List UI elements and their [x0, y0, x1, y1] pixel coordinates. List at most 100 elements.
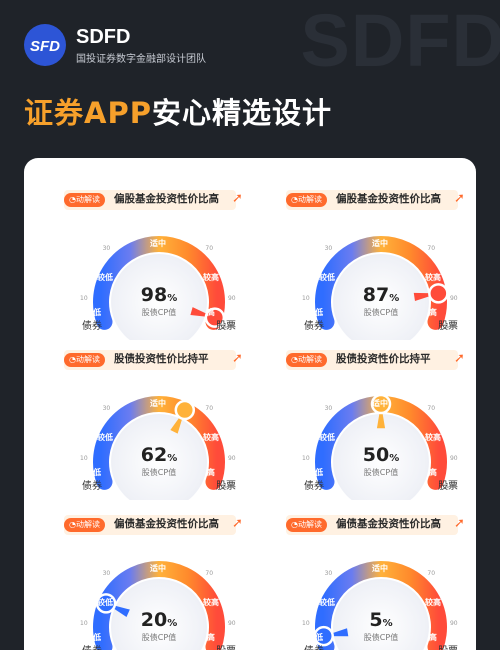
gauge-inner-disc: [333, 579, 429, 650]
gauge-tick-label: 90: [227, 620, 236, 628]
gauge-title: 股债投资性价比持平: [336, 353, 431, 365]
gauge-segment-label: 较高: [202, 433, 219, 443]
gauge-tick-label: 30: [324, 569, 333, 577]
gauge-knob: [204, 307, 226, 328]
gauge-segment-label: 高: [206, 633, 215, 643]
gauge-value: 5%: [341, 609, 421, 631]
gauge-segment-label: 高: [428, 308, 437, 318]
gauge-cp-label: 股债CP值: [141, 633, 177, 642]
gauge-right-label: 股票: [216, 321, 236, 332]
gauge-knob: [370, 393, 392, 415]
trend-arrow-icon: ➚: [232, 516, 243, 531]
gauge-segment-label: 适中: [150, 239, 166, 248]
cp-gauge: ◔动解读 偏股基金投资性价比高 ➚ 低 较低 适中 较高高 0 10 30 70 90 100 87% 股债…: [286, 190, 476, 340]
gauge-tick-label: 0: [306, 483, 311, 491]
brand-subtitle: 国投证券数字金融部设计团队: [76, 53, 206, 65]
gauge-segment-label: 适中: [372, 239, 388, 248]
interpretation-badge[interactable]: ◔动解读: [286, 353, 327, 367]
gauge-value-unit: %: [167, 293, 178, 304]
cp-gauge: ◔动解读 偏股基金投资性价比高 ➚ 低 较低 适中 较高高 0 10 30 70 90 100 98% 股债…: [64, 190, 254, 340]
gauge-value-unit: %: [167, 618, 178, 629]
gauge-tick-label: 0: [306, 648, 310, 650]
gauge-left-label: 债券: [82, 481, 102, 492]
gauge-right-label: 股票: [438, 481, 458, 492]
gauge-value: 50%: [341, 444, 421, 466]
interpretation-badge[interactable]: ◔动解读: [64, 193, 105, 207]
interpretation-badge[interactable]: ◔动解读: [64, 518, 105, 532]
gauge-left-label: 债券: [304, 481, 324, 492]
trend-arrow-icon: ➚: [454, 516, 465, 531]
gauge-tick-label: 100: [224, 648, 235, 650]
gauge-knob: [428, 283, 449, 304]
gauge-value-unit: %: [382, 618, 393, 629]
gauge-knob: [174, 399, 196, 421]
gauge-tick-label: 10: [80, 620, 88, 628]
gauge-tick-label: 90: [449, 295, 458, 303]
background-watermark: SDFD: [300, 0, 500, 82]
gauge-value-number: 87: [362, 284, 390, 306]
gauge-title-band: [286, 190, 458, 210]
gauge-tick-label: 90: [227, 455, 236, 463]
gauge-card: ◔动解读 偏股基金投资性价比高 ➚ 低较低 适中 较高高 0 10 30 70 90 100 98% 股债…: [24, 158, 476, 650]
gauge-segment-label: 低: [315, 633, 324, 643]
gauge-svg: [313, 561, 447, 650]
gauge-tick-label: 10: [80, 295, 88, 303]
gauge-right-label: 股票: [438, 642, 458, 650]
page-title: 证券APP安心精选设计: [24, 90, 332, 132]
gauge-segment-label: 高: [206, 308, 215, 318]
page-title-rest: 安心精选设计: [151, 96, 332, 130]
gauge-segment-label: 高: [428, 633, 437, 643]
gauge-inner-disc: [111, 254, 207, 340]
gauge-tick-label: 30: [102, 569, 111, 577]
interpretation-badge[interactable]: ◔动解读: [64, 353, 105, 367]
gauge-segment-label: 高: [206, 468, 215, 478]
gauge-segment-label: 适中: [150, 399, 166, 408]
gauge-segment-label: 适中: [372, 564, 388, 573]
gauge-inner-disc: [333, 414, 429, 500]
gauge-value-number: 98: [140, 284, 168, 306]
gauge-svg: [93, 561, 225, 650]
gauge-segment-label: 适中: [372, 399, 388, 408]
gauge-left-label: 债券: [82, 642, 102, 650]
interpretation-badge[interactable]: ◔动解读: [286, 193, 327, 207]
gauge-value-number: 62: [140, 444, 168, 466]
gauge-left-label: 债券: [304, 642, 324, 650]
gauge-tick-label: 0: [84, 648, 88, 650]
gauge-knob: [95, 593, 117, 614]
gauge-value: 98%: [119, 284, 199, 306]
gauge-segment-label: 低: [93, 633, 102, 643]
gauge-tick-label: 30: [324, 404, 333, 412]
gauge-tick-label: 100: [223, 323, 235, 331]
gauge-tick-label: 90: [227, 295, 236, 303]
gauge-title: 偏债基金投资性价比高: [114, 518, 219, 530]
gauge-title-band: [286, 515, 458, 535]
gauge-value-unit: %: [389, 293, 400, 304]
gauge-value-unit: %: [389, 453, 400, 464]
gauge-cp-label: 股债CP值: [141, 468, 177, 477]
gauge-arc: [93, 396, 225, 490]
gauge-title-band: [64, 515, 236, 535]
gauge-tick-label: 70: [205, 244, 214, 252]
gauge-right-label: 股票: [438, 321, 458, 332]
gauge-segment-label: 适中: [150, 564, 166, 573]
trend-arrow-icon: ➚: [232, 351, 243, 366]
gauge-segment-label: 低: [315, 308, 324, 318]
gauge-tick-label: 70: [205, 404, 214, 412]
gauge-left-label: 债券: [82, 321, 102, 332]
gauge-inner-disc: [333, 254, 429, 340]
interpretation-badge[interactable]: ◔动解读: [286, 518, 327, 532]
gauge-tick-label: 100: [446, 648, 457, 650]
gauge-segment-label: 较低: [97, 598, 113, 608]
trend-arrow-icon: ➚: [454, 191, 465, 206]
cp-gauge: ◔动解读 股债投资性价比持平 ➚ 低 较低 适中 较高高 0 10 30 70 90 100 50% 股债C…: [286, 350, 476, 500]
gauge-title: 股债投资性价比持平: [114, 353, 209, 365]
gauge-tick-label: 90: [449, 620, 458, 628]
gauge-tick-label: 100: [445, 483, 457, 491]
trend-arrow-icon: ➚: [454, 351, 465, 366]
gauge-value: 20%: [119, 609, 199, 631]
gauge-value-number: 20: [140, 609, 168, 631]
gauge-cp-label: 股债CP值: [141, 308, 177, 317]
gauge-inner-disc: [111, 414, 207, 500]
